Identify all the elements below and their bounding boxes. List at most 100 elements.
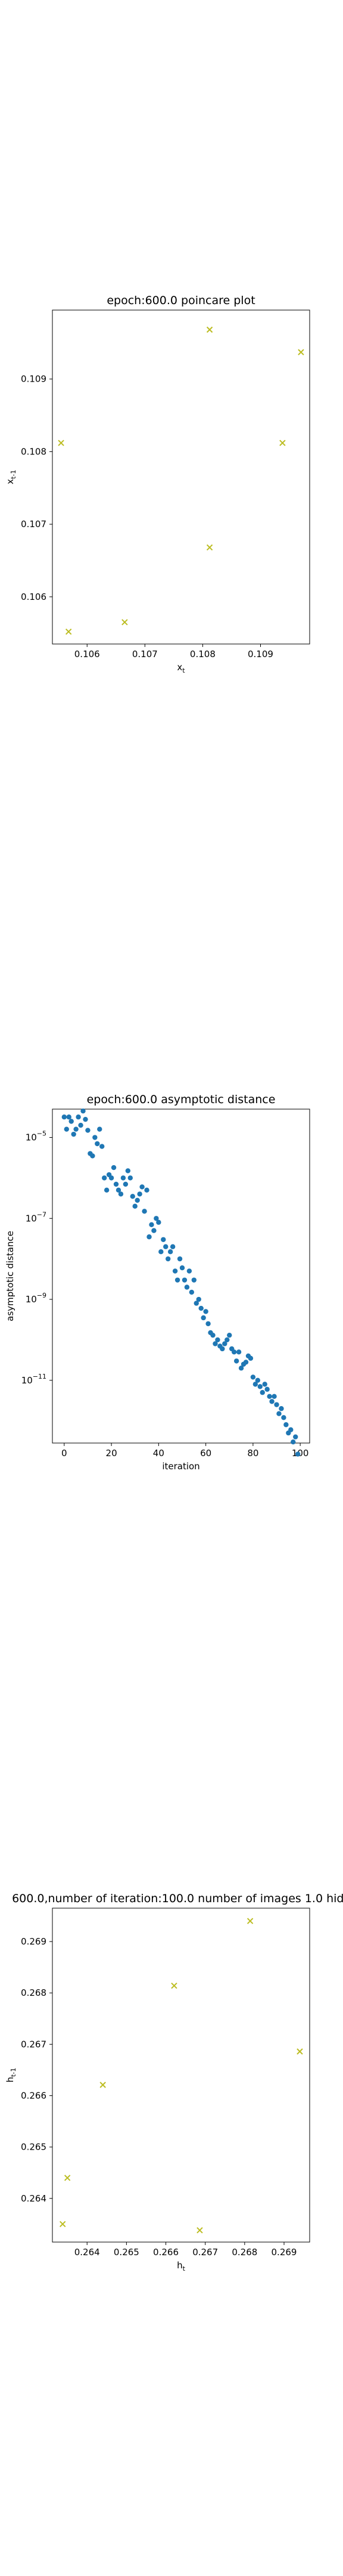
- y-tick-label: 10−11: [21, 1373, 46, 1386]
- data-point: [295, 1451, 301, 1457]
- data-point: [252, 1382, 258, 1387]
- data-point: [203, 1309, 208, 1314]
- data-point: [65, 628, 72, 635]
- data-point-stroke: [59, 2221, 66, 2228]
- data-point: [248, 1355, 254, 1361]
- data-point: [220, 1346, 225, 1352]
- data-point: [71, 1131, 76, 1137]
- x-tick-label: 0.108: [190, 649, 216, 660]
- data-point: [201, 1315, 206, 1321]
- data-point: [276, 1411, 282, 1416]
- data-point: [68, 1119, 74, 1124]
- data-point: [198, 1305, 204, 1311]
- y-axis-label: ht-1: [5, 2068, 17, 2083]
- x-axis-label: xt: [177, 662, 185, 674]
- data-point-stroke: [206, 326, 213, 333]
- data-point: [243, 1360, 249, 1365]
- data-point: [233, 1358, 239, 1364]
- y-tick-label: 0.266: [21, 2090, 46, 2101]
- data-point: [156, 1219, 161, 1225]
- data-point: [59, 2221, 66, 2228]
- data-point: [177, 1256, 183, 1262]
- data-point: [154, 1216, 159, 1221]
- plot-frame: [52, 1908, 310, 2243]
- x-tick-label: 0.264: [74, 2247, 100, 2258]
- x-axis-label: iteration: [162, 1461, 199, 1472]
- data-point: [95, 1141, 100, 1147]
- data-point: [172, 1268, 178, 1274]
- data-point-stroke: [206, 544, 213, 551]
- data-point: [121, 619, 128, 626]
- data-point: [274, 1402, 279, 1407]
- data-point: [171, 1982, 177, 1989]
- data-point: [146, 1234, 152, 1240]
- data-point-stroke: [297, 2048, 303, 2055]
- data-point-stroke: [298, 349, 304, 355]
- data-point: [78, 1122, 83, 1128]
- data-point: [279, 1406, 284, 1411]
- data-point-stroke: [279, 439, 286, 446]
- data-point: [182, 1277, 188, 1283]
- data-point: [166, 1256, 171, 1262]
- data-point: [283, 1422, 289, 1428]
- plot-frame: [52, 309, 310, 645]
- data-point: [197, 2227, 203, 2234]
- data-point-stroke: [171, 1982, 177, 1989]
- x-tick-label: 0.266: [153, 2247, 179, 2258]
- data-point: [137, 1191, 142, 1197]
- y-tick-label: 0.267: [21, 2039, 46, 2049]
- data-point: [224, 1337, 230, 1343]
- data-point: [279, 439, 286, 446]
- data-point: [125, 1168, 131, 1174]
- data-point: [66, 1114, 71, 1120]
- data-point: [272, 1394, 277, 1399]
- y-tick-label: 0.264: [21, 2193, 46, 2204]
- y-tick-exponent: −9: [37, 1292, 46, 1299]
- x-tick-label: 0.107: [132, 649, 158, 660]
- x-tick-label: 40: [153, 1448, 164, 1459]
- data-point: [184, 1284, 190, 1290]
- data-point: [97, 1126, 102, 1132]
- x-tick-label: 0.268: [232, 2247, 257, 2258]
- data-point: [85, 1128, 91, 1133]
- data-point: [113, 1181, 119, 1187]
- data-point-stroke: [64, 2175, 71, 2181]
- poincare-plot-figure: epoch:600.0 poincare plot 0.106 0.107 0.108…: [5, 294, 310, 674]
- y-tick-label: 0.268: [21, 1987, 46, 1998]
- data-point: [149, 1222, 154, 1227]
- y-tick-base: 10: [26, 1294, 37, 1305]
- data-point: [120, 1175, 126, 1181]
- data-point: [167, 1249, 173, 1255]
- y-tick-label: 0.108: [21, 446, 46, 457]
- data-point: [231, 1349, 237, 1355]
- y-tick-base: 10: [21, 1375, 33, 1386]
- data-point: [132, 1203, 138, 1209]
- data-point: [297, 2048, 303, 2055]
- y-tick-label: 10−7: [26, 1210, 46, 1224]
- x-tick-label: 0.106: [74, 649, 100, 660]
- x-tick-label: 80: [247, 1448, 258, 1459]
- data-point: [257, 1384, 263, 1389]
- x-tick-label: 20: [106, 1448, 117, 1459]
- y-tick-label: 10−5: [26, 1130, 46, 1143]
- y-tick-exponent: −11: [33, 1373, 46, 1380]
- data-point: [174, 1277, 180, 1283]
- y-tick-label: 0.269: [21, 1936, 46, 1947]
- data-point: [161, 1237, 166, 1242]
- y-axis-label: asymptotic distance: [5, 1231, 15, 1321]
- data-point: [118, 1191, 124, 1197]
- data-point: [250, 1374, 256, 1380]
- y-tick-label: 0.107: [21, 519, 46, 530]
- chart-title: epoch:600.0 poincare plot: [107, 294, 255, 307]
- x-tick-label: 0.269: [272, 2247, 297, 2258]
- data-point: [186, 1268, 192, 1274]
- y-tick-base: 10: [26, 1213, 37, 1224]
- data-point: [215, 1337, 220, 1343]
- data-point: [267, 1394, 272, 1399]
- data-point: [104, 1187, 110, 1193]
- data-point: [144, 1187, 149, 1193]
- data-point-stroke: [197, 2227, 203, 2234]
- data-point: [288, 1427, 294, 1432]
- x-tick-label: 60: [200, 1448, 211, 1459]
- y-tick-exponent: −7: [37, 1210, 46, 1218]
